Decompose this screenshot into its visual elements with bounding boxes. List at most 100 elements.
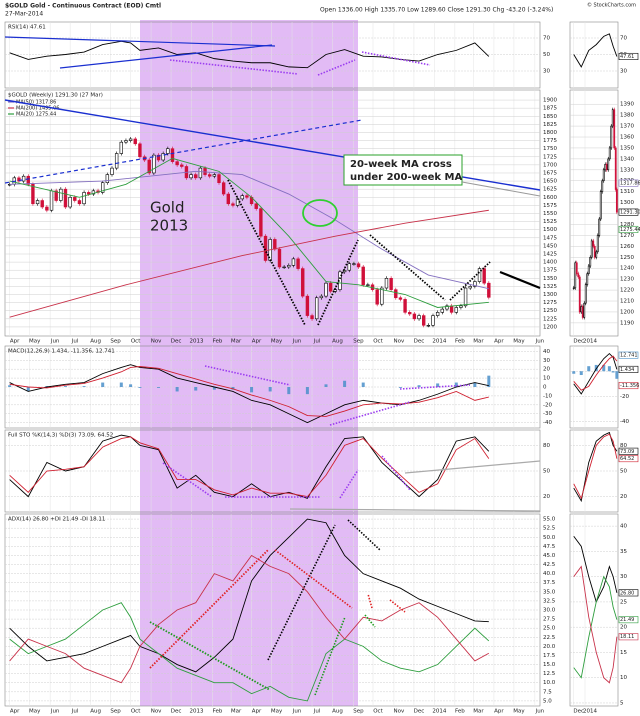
candle <box>389 278 393 290</box>
highlight-2013 <box>140 20 358 706</box>
y-tick-label: 1220 <box>620 288 634 294</box>
x-tick-label: Mar <box>473 339 484 345</box>
candle <box>180 164 184 167</box>
x-tick-label: May <box>513 709 525 715</box>
y-tick-label: 25.0 <box>543 626 556 632</box>
y-tick-label: 30 <box>543 358 550 364</box>
y-tick-label: 1260 <box>620 244 634 250</box>
x-tick-label: Dec <box>414 709 425 715</box>
y-tick-label: 40 <box>543 349 550 355</box>
y-tick-label: -10 <box>543 393 552 399</box>
candle <box>301 268 305 297</box>
series-line <box>573 575 618 679</box>
y-tick-label: 40.0 <box>543 571 556 577</box>
y-tick-label: 12.5 <box>543 671 556 677</box>
candle <box>198 167 203 179</box>
legend-entry: MA(200) 1495.06 <box>16 106 59 112</box>
value-tag-label: 1291.30 <box>620 210 640 216</box>
histogram-bar <box>615 371 619 379</box>
y-tick-label: 20 <box>543 367 550 373</box>
x-tick-label: Sep <box>353 339 364 345</box>
candle <box>601 180 604 192</box>
x-tick-label: Jun <box>50 709 60 715</box>
panel-label: Full STO %K(14,3) %D(3) 73.09, 64.52 <box>8 433 113 439</box>
value-tag <box>618 208 639 216</box>
candle <box>449 305 454 313</box>
y-tick-label: 1425 <box>543 252 557 258</box>
candle <box>408 312 412 315</box>
panel-frame <box>569 21 619 89</box>
histogram-bar <box>473 382 477 387</box>
histogram-bar <box>398 387 402 388</box>
histogram-bar <box>250 387 254 393</box>
y-tick-label: 1200 <box>543 324 557 330</box>
arrow <box>364 614 376 628</box>
candle <box>583 302 586 318</box>
candle <box>592 240 595 247</box>
candle <box>412 313 417 320</box>
candle <box>45 206 49 211</box>
candle <box>124 140 128 143</box>
histogram-bar <box>212 387 216 390</box>
histogram-bar <box>607 366 611 372</box>
arrow <box>204 365 291 386</box>
y-tick-label: 1475 <box>543 235 557 241</box>
candle <box>91 190 96 195</box>
candle <box>468 286 472 289</box>
y-tick-label: 1300 <box>620 200 634 206</box>
y-tick-label: 50.0 <box>543 535 556 541</box>
y-tick-label: 32.5 <box>543 598 556 604</box>
candle <box>595 251 598 258</box>
histogram-bar <box>343 380 347 387</box>
value-tag-label: 64.52 <box>620 456 634 462</box>
candle <box>366 284 370 286</box>
candle <box>394 289 398 299</box>
panel-label: ADX(14) 26.80 +DI 21.49 -DI 18.11 <box>8 517 105 523</box>
candle <box>578 276 581 313</box>
x-tick-label: Sep <box>110 709 121 715</box>
y-tick-label: 1450 <box>543 243 557 249</box>
series-line <box>9 554 490 684</box>
value-tag-label: 12.741 <box>620 353 638 359</box>
candle <box>273 239 277 250</box>
x-tick-label: Jun <box>535 339 545 345</box>
y-tick-label: 1875 <box>543 106 557 112</box>
x-tick-label: Jul <box>71 339 79 345</box>
candle <box>572 287 575 289</box>
y-tick-label: 1675 <box>543 170 557 176</box>
candle <box>454 307 458 313</box>
candle <box>31 184 35 205</box>
quote: Open 1336.00 High 1335.70 Low 1289.60 Cl… <box>320 7 553 14</box>
series-line <box>9 436 490 498</box>
x-tick-label: Jun <box>535 709 545 715</box>
panel-label: RSI(14) 47.61 <box>8 25 46 31</box>
x-tick-label: May <box>513 339 525 345</box>
arrow <box>347 519 381 551</box>
x-tick-label: Sep <box>353 709 364 715</box>
x-tick-label: Feb <box>213 339 223 345</box>
trend-line <box>289 508 541 512</box>
y-tick-label: 22.5 <box>543 635 556 641</box>
series-line <box>9 40 490 69</box>
histogram-bar <box>602 364 606 372</box>
histogram-bar <box>572 371 576 374</box>
y-tick-label: 17.5 <box>543 653 556 659</box>
histogram-bar <box>129 384 133 387</box>
histogram-bar <box>8 385 12 387</box>
arrow <box>381 455 411 491</box>
arrow <box>149 621 271 691</box>
candle <box>328 282 333 292</box>
candle <box>375 289 379 305</box>
value-tag <box>618 447 639 455</box>
candle <box>605 164 608 171</box>
x-tick-label: Feb <box>455 339 465 345</box>
candle <box>110 167 114 175</box>
y-tick-label: 50 <box>543 52 550 58</box>
candle <box>226 193 230 205</box>
x-tick-label: Dec <box>573 709 584 715</box>
candle <box>82 192 86 205</box>
series-line <box>9 157 489 308</box>
candle <box>426 325 431 327</box>
arrow <box>314 616 346 696</box>
histogram-bar <box>119 382 123 387</box>
